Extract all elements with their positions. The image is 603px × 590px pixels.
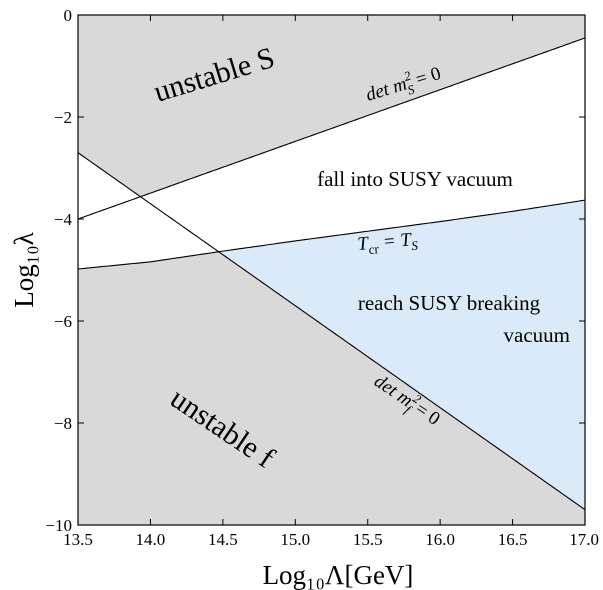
region-label-fall-susy: fall into SUSY vacuum [317, 167, 513, 191]
curve-tcr-ts [77, 199, 586, 270]
tcr-sub: cr [368, 241, 380, 257]
x-tick-label: 16.0 [425, 530, 455, 549]
tcr-mid: = T [377, 229, 413, 253]
y-tick-label: −10 [45, 516, 72, 535]
curve-label-tcr: Tcr = TS [357, 229, 419, 258]
det-ms-sub: S [406, 81, 417, 97]
x-tick-label: 17.0 [569, 530, 599, 549]
y-tick-label: −6 [54, 312, 72, 331]
x-tick-label: 15.5 [353, 530, 383, 549]
x-axis-ticks: 13.5 14.0 14.5 15.0 15.5 16.0 16.5 17.0 [63, 15, 599, 549]
x-tick-label: 13.5 [63, 530, 93, 549]
curve-det-mf [77, 152, 586, 511]
plot-frame [77, 14, 586, 526]
x-axis-title: Log₁₀Λ[GeV] [263, 560, 414, 590]
x-tick-label: 14.0 [136, 530, 166, 549]
y-axis-ticks: 0 −2 −4 −6 −8 −10 [45, 6, 585, 535]
x-tick-label: 15.0 [280, 530, 310, 549]
region-reach-susy-breaking [219, 200, 586, 510]
y-tick-label: −4 [54, 210, 73, 229]
x-tick-label: 16.5 [498, 530, 528, 549]
region-unstable-s [78, 15, 585, 197]
region-unstable-f [78, 252, 585, 525]
region-label-reach-line2: vacuum [504, 323, 570, 347]
curve-det-ms [77, 37, 586, 220]
ts-sub: S [411, 238, 419, 254]
y-tick-label: −2 [54, 108, 72, 127]
y-tick-label: 0 [64, 6, 73, 25]
region-label-reach-line1: reach SUSY breaking [358, 291, 541, 315]
y-axis-title: Log₁₀λ [9, 232, 39, 307]
y-tick-label: −8 [54, 414, 72, 433]
x-tick-label: 14.5 [208, 530, 238, 549]
det-ms-sup: 2 [402, 68, 413, 84]
tcr-base: T [357, 233, 371, 255]
